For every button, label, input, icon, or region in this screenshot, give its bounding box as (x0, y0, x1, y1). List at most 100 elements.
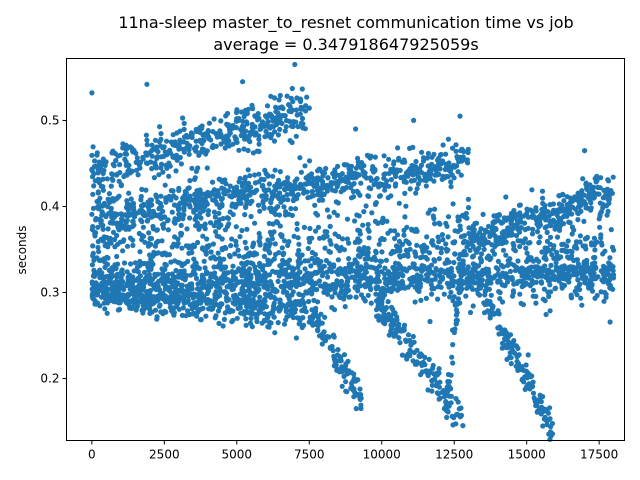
data-point (118, 211, 124, 217)
data-point (507, 350, 513, 356)
data-point (372, 154, 378, 160)
data-point (313, 305, 319, 311)
data-point (510, 288, 516, 294)
data-point (289, 292, 295, 298)
data-point (241, 146, 247, 152)
data-point (407, 265, 413, 271)
data-point (467, 247, 473, 253)
data-point (309, 249, 315, 256)
data-point (499, 340, 506, 346)
data-point (375, 285, 381, 291)
data-point (429, 382, 435, 388)
data-point (360, 222, 366, 228)
data-point (193, 301, 199, 307)
data-point (437, 379, 443, 385)
data-point (291, 308, 297, 314)
data-point (290, 119, 296, 125)
data-point (248, 213, 254, 220)
data-point (403, 337, 409, 343)
data-point (452, 239, 458, 245)
data-point (174, 130, 180, 136)
data-point (278, 232, 284, 238)
data-point (455, 399, 461, 405)
data-point (459, 266, 465, 272)
data-point (272, 296, 279, 302)
data-point (203, 151, 209, 157)
data-point (508, 361, 514, 367)
data-point (271, 95, 278, 101)
data-point (443, 151, 449, 157)
data-point (316, 189, 322, 195)
data-point (556, 278, 562, 284)
data-point (162, 286, 168, 292)
data-point (95, 204, 101, 210)
data-point (385, 230, 391, 236)
data-point (196, 287, 202, 293)
data-point (208, 306, 215, 312)
data-point (407, 347, 413, 353)
data-point (120, 145, 126, 151)
data-point (131, 222, 137, 228)
data-point (552, 285, 559, 291)
data-point (348, 385, 354, 391)
data-point (539, 188, 546, 194)
data-point (351, 394, 357, 400)
data-point (178, 230, 184, 236)
data-point (144, 152, 150, 158)
data-point (575, 217, 581, 223)
data-point (470, 253, 476, 259)
data-point (151, 175, 157, 181)
data-point (164, 138, 170, 144)
data-point (176, 306, 182, 312)
data-point (297, 155, 303, 161)
data-point (572, 194, 578, 200)
data-point (563, 209, 570, 216)
data-point (230, 277, 236, 283)
data-point (90, 253, 96, 259)
data-point (521, 368, 527, 374)
data-point (484, 229, 490, 235)
data-point (566, 268, 572, 274)
data-point (135, 269, 141, 275)
data-point (105, 255, 111, 261)
data-point (219, 195, 225, 202)
data-point (266, 244, 272, 250)
data-point (461, 233, 467, 239)
data-point (553, 267, 559, 273)
data-point (113, 158, 119, 164)
data-point (396, 335, 402, 341)
data-point (266, 181, 272, 187)
data-point (172, 258, 178, 264)
data-point (541, 286, 548, 292)
data-point (302, 266, 308, 272)
data-point (163, 309, 169, 315)
data-point (306, 158, 313, 164)
data-point (152, 137, 158, 143)
data-point (388, 193, 394, 199)
data-point (354, 260, 360, 266)
data-point (350, 188, 356, 195)
data-point (95, 288, 101, 294)
data-point (598, 289, 604, 295)
data-point (593, 179, 599, 185)
plot-frame (66, 58, 625, 441)
data-point (334, 212, 341, 218)
data-point (156, 139, 163, 145)
data-point (445, 267, 451, 273)
data-point (149, 142, 155, 148)
data-point (446, 393, 452, 399)
data-point (145, 199, 151, 205)
data-point (180, 115, 186, 121)
data-point (212, 214, 218, 220)
data-point (587, 182, 593, 188)
data-point (525, 352, 531, 358)
data-point (198, 215, 204, 221)
data-point (412, 299, 418, 305)
data-point (158, 193, 164, 199)
data-point (564, 194, 570, 200)
data-point (228, 243, 234, 249)
data-point (424, 256, 430, 262)
data-point (553, 260, 559, 266)
data-point (269, 283, 275, 289)
data-point (303, 175, 309, 181)
